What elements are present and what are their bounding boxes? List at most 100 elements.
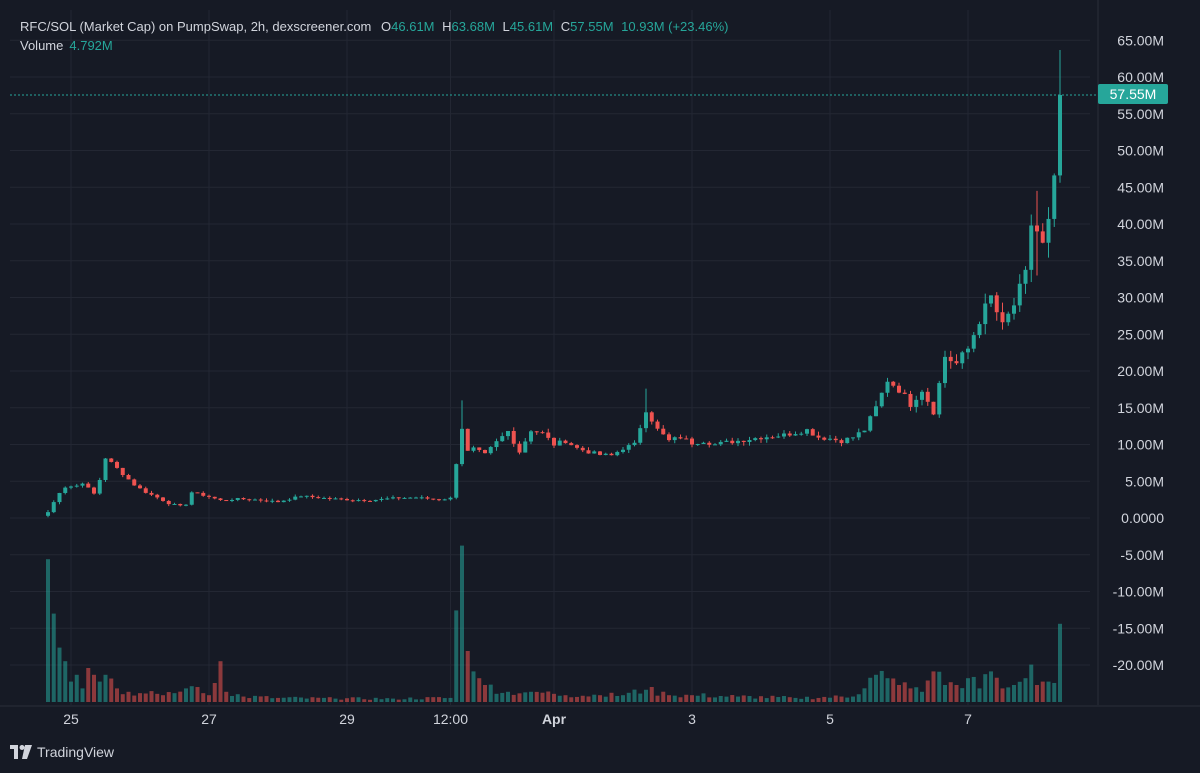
candle-body [805, 429, 809, 434]
candle-body [195, 492, 200, 494]
volume-bar [448, 697, 453, 702]
change-value: 10.93M (+23.46%) [621, 19, 729, 34]
volume-bar [874, 674, 878, 702]
volume-bar [902, 682, 907, 702]
candle-body [477, 447, 482, 450]
candle-body [207, 495, 211, 497]
volume-bar [460, 545, 464, 702]
candle-body [293, 496, 298, 500]
candle-body [1035, 225, 1039, 232]
candle-body [879, 392, 884, 407]
volume-bar [189, 686, 194, 702]
candle-body [897, 385, 901, 393]
candle-body [684, 438, 689, 440]
candle-body [1023, 269, 1028, 284]
volume-bar [379, 699, 384, 702]
volume-bar [385, 698, 390, 702]
volume-bar [690, 695, 694, 702]
candle-body [414, 497, 418, 499]
volume-bar [316, 697, 321, 702]
candle-body [672, 437, 677, 441]
x-tick-label: 27 [201, 711, 217, 727]
volume-bar [517, 693, 522, 702]
volume-bar [506, 691, 510, 702]
candle-body [776, 436, 781, 438]
candle-body [92, 487, 96, 494]
grid-lines [0, 0, 1200, 707]
candle-body [592, 451, 597, 454]
y-tick-label: 30.00M [1117, 290, 1164, 306]
volume-bar [822, 696, 827, 702]
y-axis[interactable]: 65.00M 60.00M 55.00M 50.00M 45.00M 40.00M 35.0… [1113, 32, 1165, 673]
candle-body [362, 500, 367, 502]
candle-body [46, 512, 50, 516]
candle-body [86, 483, 91, 488]
candle-body [891, 381, 896, 386]
x-axis[interactable]: 25 27 29 12:00 Apr 3 5 7 [63, 711, 972, 727]
candle-body [598, 451, 602, 455]
candle-body [644, 412, 648, 429]
volume-bar [994, 677, 999, 702]
volume-bar [92, 674, 96, 702]
y-tick-label: 25.00M [1117, 326, 1164, 342]
volume-bar [1023, 678, 1028, 702]
volume-bar [971, 676, 976, 702]
volume-bar [552, 693, 556, 702]
candles [46, 49, 1062, 518]
volume-bar [120, 694, 125, 702]
candle-body [649, 412, 654, 422]
volume-bar [281, 697, 286, 702]
candle-body [793, 434, 798, 436]
candle-body [546, 432, 551, 438]
volume-bars [46, 545, 1062, 702]
volume-bar [103, 674, 108, 702]
candle-body [391, 497, 395, 499]
candle-body [603, 453, 608, 455]
volume-bar [465, 651, 470, 702]
close-value: 57.55M [570, 19, 614, 34]
candle-body [655, 421, 660, 429]
volume-bar [989, 671, 993, 702]
candle-body [327, 497, 332, 499]
candle-body [299, 496, 303, 498]
volume-bar [310, 697, 315, 702]
y-tick-label: 50.00M [1117, 143, 1164, 159]
candle-body [638, 428, 643, 443]
candle-body [741, 440, 746, 443]
volume-bar [350, 697, 355, 702]
volume-bar [218, 661, 223, 702]
candle-body [230, 499, 234, 501]
volume-bar [46, 559, 50, 702]
candle-body [218, 498, 223, 501]
candle-body [856, 432, 861, 438]
candle-body [580, 447, 585, 451]
candle-body [994, 295, 999, 313]
candle-body [1000, 312, 1005, 323]
volume-bar [632, 689, 637, 702]
volume-bar [293, 696, 298, 702]
volume-bar [63, 661, 68, 702]
volume-bar [615, 695, 620, 702]
candle-body [632, 442, 637, 446]
volume-bar [69, 681, 73, 702]
volume-bar [356, 697, 361, 702]
volume-bar [638, 693, 643, 702]
y-tick-label: -10.00M [1113, 584, 1164, 600]
candle-body [155, 494, 160, 498]
volume-bar [569, 697, 574, 702]
candle-body [747, 440, 752, 443]
tradingview-branding[interactable]: TradingView [10, 744, 114, 760]
candle-body [270, 500, 275, 502]
volume-bar [741, 695, 746, 702]
candle-body [442, 499, 447, 501]
candle-body [799, 433, 804, 435]
candle-body [626, 445, 631, 450]
volume-bar [736, 696, 740, 702]
candle-body [586, 450, 591, 454]
candle-body [833, 438, 838, 441]
candle-body [132, 479, 137, 486]
candle-body [943, 356, 947, 384]
candle-body [57, 492, 62, 503]
candle-body [460, 428, 464, 465]
